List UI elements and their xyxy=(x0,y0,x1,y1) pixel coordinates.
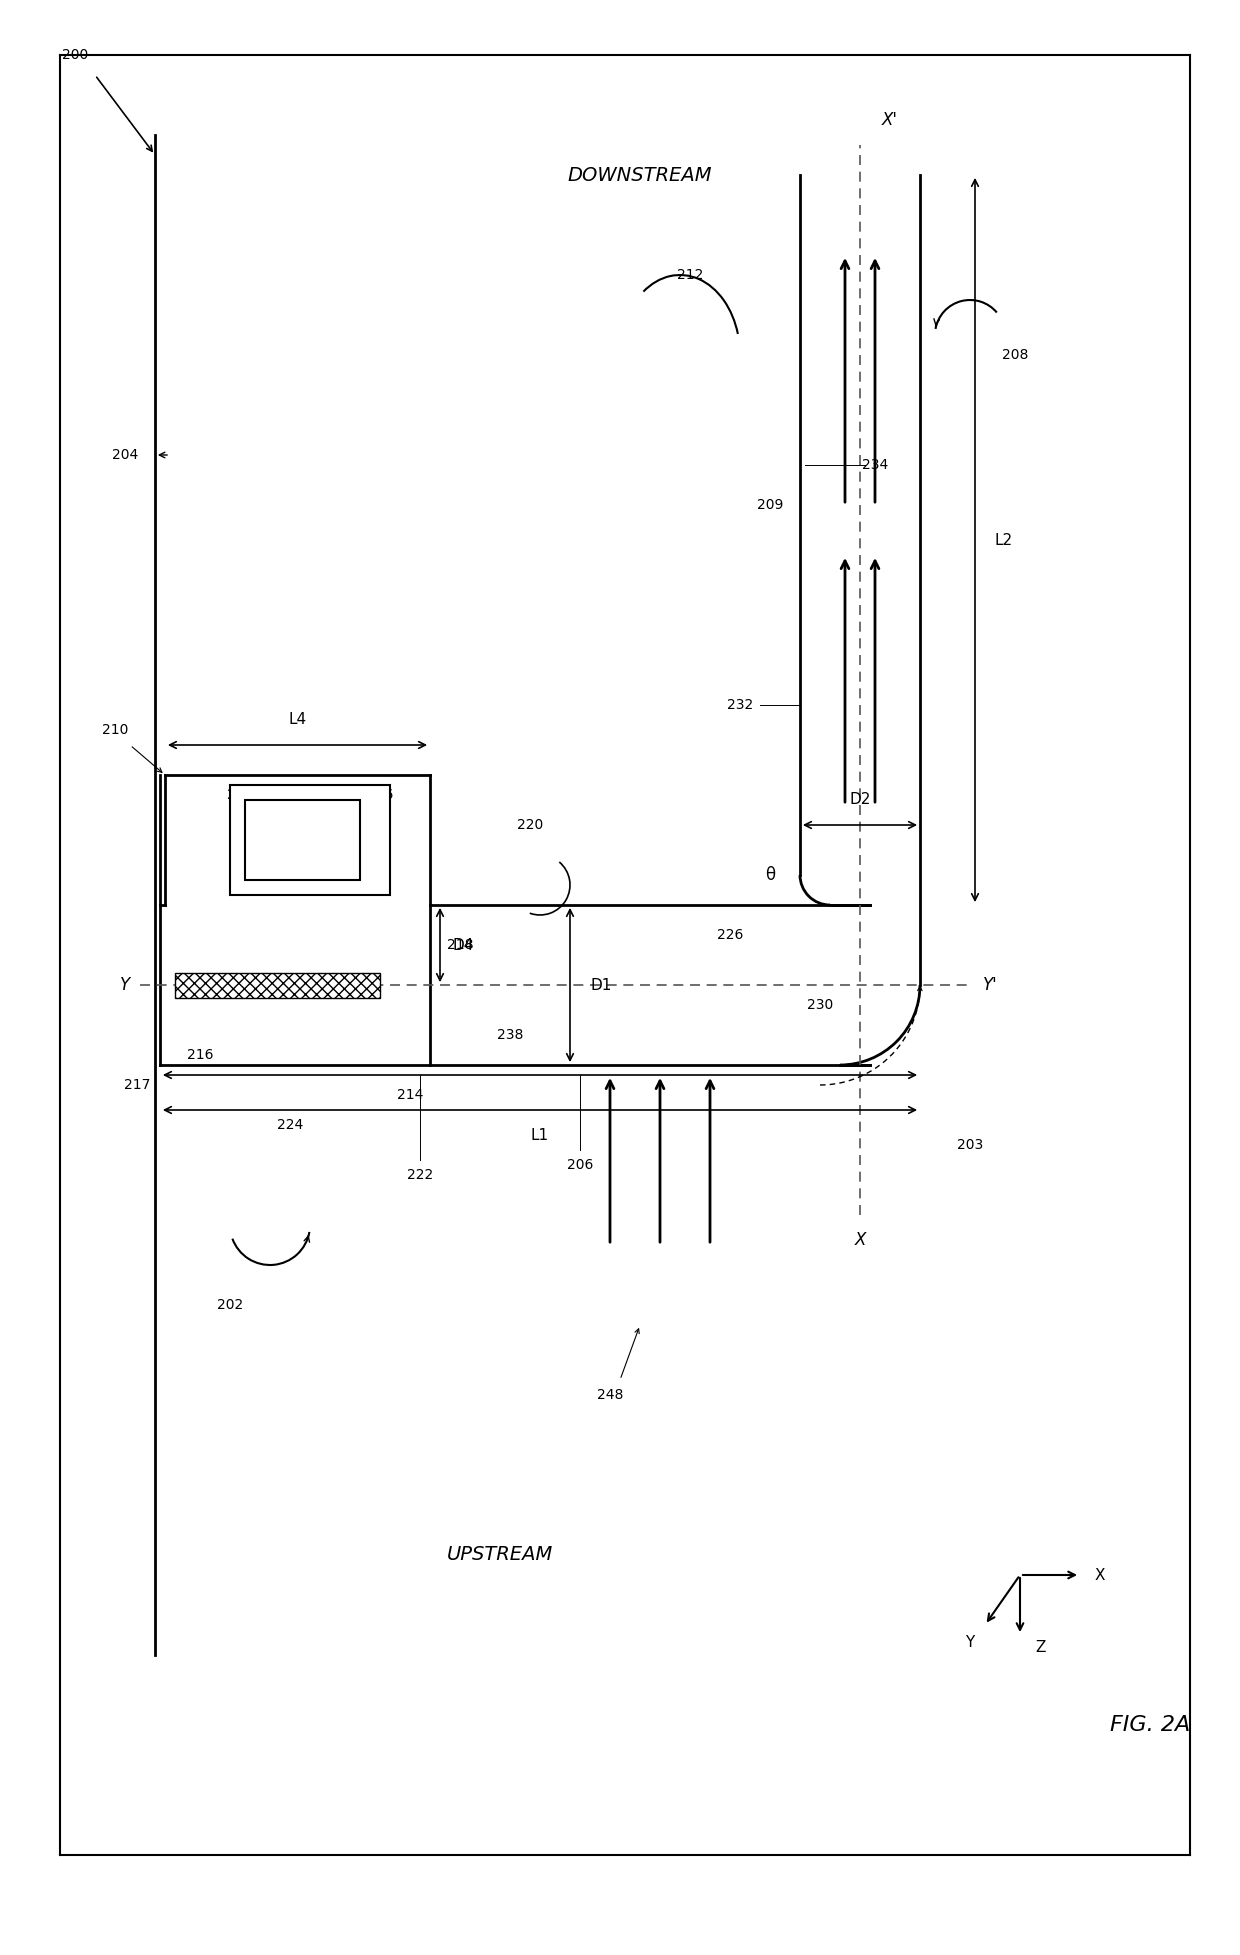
Text: X: X xyxy=(1095,1568,1106,1582)
Text: Z: Z xyxy=(1035,1640,1045,1656)
Text: 228: 228 xyxy=(227,788,253,802)
Text: 210: 210 xyxy=(102,723,128,737)
Text: D1: D1 xyxy=(590,978,611,993)
Text: 232: 232 xyxy=(727,698,753,712)
Text: 248: 248 xyxy=(596,1388,624,1402)
Bar xyxy=(175,972,379,997)
Text: 212: 212 xyxy=(677,268,703,282)
Text: DOWNSTREAM: DOWNSTREAM xyxy=(568,166,712,184)
Text: 226: 226 xyxy=(717,929,743,942)
Bar xyxy=(229,786,391,895)
Text: L1: L1 xyxy=(531,1128,549,1144)
Text: 224: 224 xyxy=(277,1118,303,1132)
Text: L4: L4 xyxy=(289,712,306,727)
Text: X: X xyxy=(854,1232,866,1249)
Text: 216: 216 xyxy=(187,1048,213,1062)
Text: 209: 209 xyxy=(756,499,784,512)
Text: 217: 217 xyxy=(124,1077,150,1093)
Text: 200: 200 xyxy=(62,49,88,63)
Text: D2: D2 xyxy=(849,792,870,807)
Text: UPSTREAM: UPSTREAM xyxy=(446,1546,553,1564)
Text: 218: 218 xyxy=(446,938,474,952)
Text: D4: D4 xyxy=(453,938,474,952)
Text: 203: 203 xyxy=(957,1138,983,1151)
Text: 206: 206 xyxy=(567,1157,593,1171)
Text: 222: 222 xyxy=(407,1167,433,1183)
Text: Y: Y xyxy=(120,976,130,993)
Text: θ: θ xyxy=(765,866,775,884)
Text: FIG. 2A: FIG. 2A xyxy=(1110,1715,1190,1734)
Text: 202: 202 xyxy=(217,1298,243,1312)
Text: 238: 238 xyxy=(497,1028,523,1042)
Text: Y': Y' xyxy=(982,976,997,993)
Text: 208: 208 xyxy=(1002,348,1028,362)
Text: L2: L2 xyxy=(994,532,1013,547)
Text: 236: 236 xyxy=(367,788,393,802)
Text: 234: 234 xyxy=(862,457,888,471)
Text: X': X' xyxy=(882,111,898,129)
Text: 220: 220 xyxy=(517,817,543,833)
Text: 204: 204 xyxy=(112,448,138,461)
Bar xyxy=(246,800,360,880)
Text: 230: 230 xyxy=(807,997,833,1013)
Text: 214: 214 xyxy=(397,1089,423,1103)
Text: Y: Y xyxy=(966,1634,975,1650)
